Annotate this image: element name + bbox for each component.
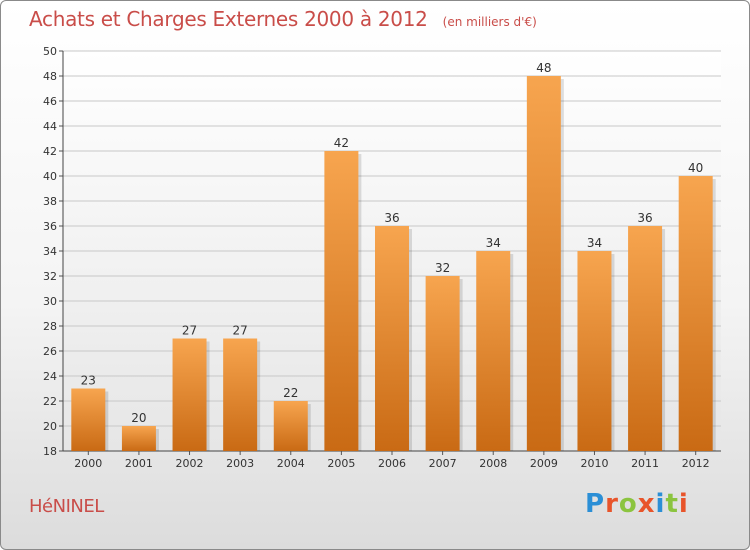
data-label: 27: [233, 324, 248, 338]
y-tick-label: 26: [43, 345, 57, 358]
x-tick-label: 2004: [277, 457, 305, 470]
bar: [526, 76, 561, 451]
y-tick-label: 34: [43, 245, 57, 258]
logo-letter: i: [678, 489, 689, 519]
y-tick-label: 28: [43, 320, 57, 333]
y-tick-label: 40: [43, 170, 57, 183]
logo-letter: o: [618, 489, 638, 519]
data-label: 36: [384, 211, 399, 225]
bar: [678, 176, 713, 451]
logo-letter: r: [605, 489, 619, 519]
y-tick-label: 42: [43, 145, 57, 158]
logo-letter: i: [655, 489, 666, 519]
bar: [121, 426, 156, 451]
bar: [577, 251, 612, 451]
bar: [476, 251, 511, 451]
bar: [223, 338, 258, 451]
x-tick-label: 2008: [479, 457, 507, 470]
bar: [71, 388, 106, 451]
y-tick-label: 20: [43, 420, 57, 433]
x-tick-label: 2000: [74, 457, 102, 470]
y-tick-label: 24: [43, 370, 57, 383]
x-tick-label: 2005: [327, 457, 355, 470]
x-tick-label: 2011: [631, 457, 659, 470]
x-tick-label: 2010: [580, 457, 608, 470]
bar: [375, 226, 409, 451]
data-label: 27: [182, 324, 197, 338]
bar: [628, 226, 663, 451]
x-tick-label: 2003: [226, 457, 254, 470]
data-label: 34: [486, 236, 501, 250]
x-tick-label: 2002: [176, 457, 204, 470]
data-label: 23: [81, 374, 96, 388]
y-tick-label: 22: [43, 395, 57, 408]
data-label: 40: [688, 161, 703, 175]
y-tick-label: 44: [43, 120, 57, 133]
y-tick-label: 50: [43, 45, 57, 58]
x-tick-label: 2001: [125, 457, 153, 470]
data-label: 48: [536, 61, 551, 75]
title-row: Achats et Charges Externes 2000 à 2012 (…: [29, 7, 537, 31]
commune-name: HéNINEL: [29, 496, 104, 517]
bar: [172, 338, 207, 451]
logo-letter: P: [585, 489, 606, 519]
y-tick-label: 32: [43, 270, 57, 283]
x-tick-label: 2012: [682, 457, 710, 470]
y-tick-label: 48: [43, 70, 57, 83]
data-label: 36: [637, 211, 652, 225]
logo-letter: t: [665, 489, 679, 519]
chart-title: Achats et Charges Externes 2000 à 2012: [29, 7, 428, 31]
bar: [324, 151, 359, 451]
y-tick-label: 30: [43, 295, 57, 308]
bar: [273, 401, 308, 451]
chart-subtitle: (en milliers d'€): [442, 15, 537, 29]
y-tick-label: 38: [43, 195, 57, 208]
bar: [425, 276, 460, 451]
data-label: 32: [435, 261, 450, 275]
logo-letter: x: [637, 489, 656, 519]
data-label: 42: [334, 136, 349, 150]
x-tick-label: 2009: [530, 457, 558, 470]
y-tick-label: 36: [43, 220, 57, 233]
data-label: 34: [587, 236, 602, 250]
proxiti-logo: Proxiti: [585, 489, 689, 519]
data-label: 22: [283, 386, 298, 400]
x-tick-label: 2006: [378, 457, 406, 470]
y-tick-label: 46: [43, 95, 57, 108]
data-label: 20: [131, 411, 146, 425]
x-tick-label: 2007: [429, 457, 457, 470]
y-tick-label: 18: [43, 445, 57, 458]
